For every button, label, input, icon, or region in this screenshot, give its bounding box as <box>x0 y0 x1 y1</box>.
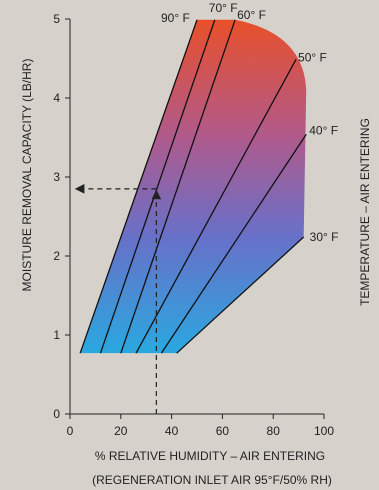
x-tick-label: 20 <box>114 424 128 438</box>
x-axis-ticks: 0 20 40 60 80 100 <box>67 414 334 438</box>
example-reading <box>74 184 162 414</box>
curve-label: 90° F <box>161 11 190 25</box>
curve-line <box>79 19 198 354</box>
curve-line <box>176 236 305 354</box>
curve-label: 50° F <box>298 50 327 64</box>
curve-line <box>160 133 307 354</box>
temperature-curves <box>79 19 307 354</box>
curve-label: 70° F <box>209 1 238 15</box>
x-tick-label: 100 <box>314 424 334 438</box>
y-tick-label: 0 <box>53 407 60 421</box>
curve-label: 60° F <box>237 8 266 22</box>
y-tick-label: 2 <box>53 249 60 263</box>
curve-label: 30° F <box>310 230 339 244</box>
x-axis-sublabel: (REGENERATION INLET AIR 95°F/50% RH) <box>92 473 332 487</box>
x-axis-label: % RELATIVE HUMIDITY – AIR ENTERING <box>95 449 325 463</box>
curve-line <box>120 19 236 354</box>
y-tick-label: 5 <box>53 12 60 26</box>
temperature-curve-labels: 90° F 70° F60° F 50° F 40° F 30° F <box>161 1 338 244</box>
axes <box>69 19 324 415</box>
y-tick-label: 3 <box>53 170 60 184</box>
right-axis-label: TEMPERATURE – AIR ENTERING <box>358 118 372 306</box>
curve-label: 40° F <box>309 123 338 137</box>
x-tick-label: 40 <box>165 424 179 438</box>
curve-line <box>135 58 297 354</box>
y-axis-ticks: 0 1 2 3 4 5 <box>53 12 70 421</box>
x-tick-label: 0 <box>67 424 74 438</box>
y-tick-label: 1 <box>53 328 60 342</box>
curve-line <box>99 19 216 354</box>
x-tick-label: 80 <box>267 424 281 438</box>
y-axis-label: MOISTURE REMOVAL CAPACITY (LB/HR) <box>20 59 34 292</box>
y-tick-label: 4 <box>53 91 60 105</box>
capacity-region <box>80 19 307 354</box>
x-tick-label: 60 <box>216 424 230 438</box>
